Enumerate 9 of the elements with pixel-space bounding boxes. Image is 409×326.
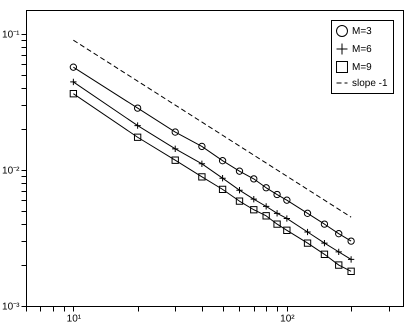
- y-tick-label: 10⁻¹: [2, 29, 20, 40]
- y-tick-label: 10⁻³: [2, 302, 20, 312]
- x-tick-label: 10²: [280, 314, 296, 324]
- legend-label: slope -1: [352, 78, 388, 89]
- y-tick-label: 10⁻²: [2, 165, 20, 176]
- legend-label: M=3: [352, 26, 372, 37]
- x-tick-label: 10¹: [66, 314, 82, 324]
- legend-label: M=9: [352, 62, 372, 73]
- legend-label: M=6: [352, 44, 372, 55]
